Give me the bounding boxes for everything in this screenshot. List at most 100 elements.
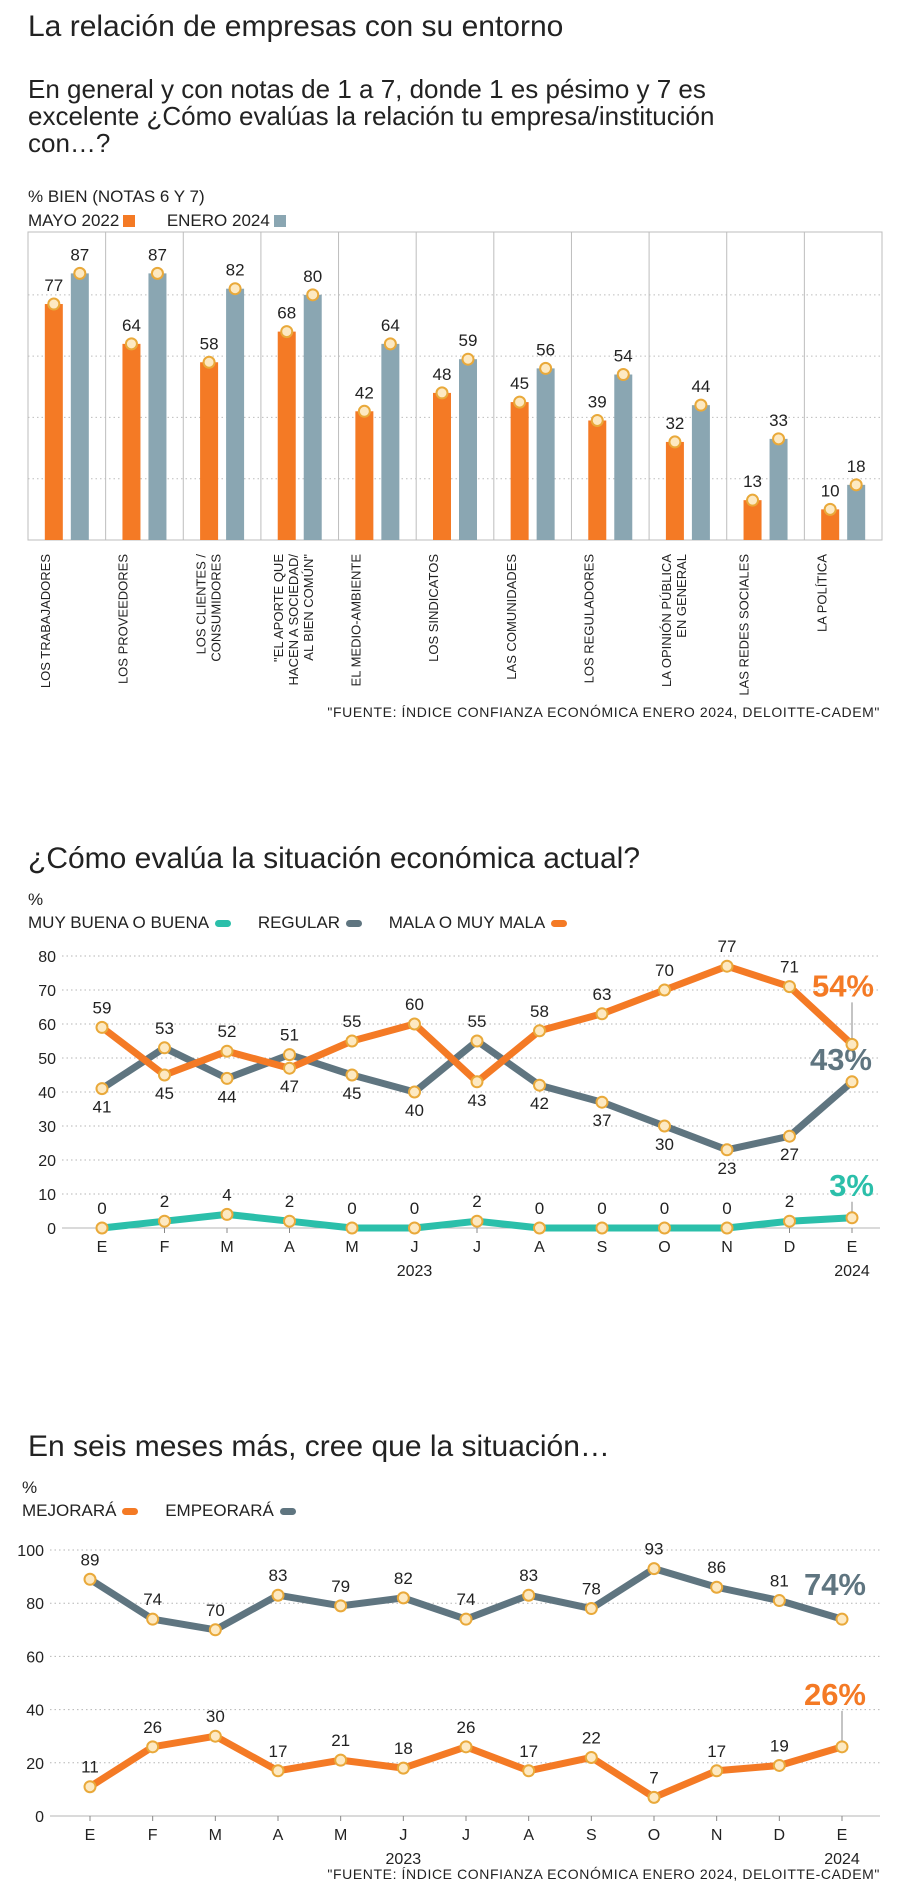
line-point-label: 4 <box>222 1185 231 1204</box>
bar-value-label: 77 <box>44 276 63 295</box>
line-chart-2-unit: % <box>22 1478 38 1497</box>
line-point-label: 40 <box>405 1101 424 1120</box>
legend-label-mejorara: MEJORARÁ <box>22 1501 117 1520</box>
line-point-label: 70 <box>206 1601 225 1620</box>
line-point-label: 45 <box>343 1084 362 1103</box>
bar <box>665 441 684 540</box>
line-point <box>720 1221 734 1235</box>
line-point-label: 0 <box>535 1199 544 1218</box>
line-ytick-label: 80 <box>38 949 56 966</box>
line-xtick-label: E <box>97 1239 108 1256</box>
line-ytick-label: 30 <box>38 1119 56 1136</box>
line-ytick-label: 10 <box>38 1187 56 1204</box>
line-year-label: 2024 <box>824 1851 860 1868</box>
line-point <box>208 1623 222 1637</box>
line-point <box>146 1612 160 1626</box>
line-xtick-label: A <box>273 1827 284 1844</box>
line-point <box>470 1075 484 1089</box>
line-ytick-label: 40 <box>26 1703 44 1720</box>
line-point <box>845 1075 859 1089</box>
line-point <box>470 1034 484 1048</box>
bar-marker <box>513 395 527 409</box>
bar <box>510 402 529 540</box>
line-point-label: 2 <box>472 1192 481 1211</box>
line-point <box>783 1214 796 1228</box>
line-point <box>158 1068 171 1082</box>
line-ytick-label: 20 <box>38 1153 56 1170</box>
line-point-label: 81 <box>770 1572 789 1591</box>
line-point-label: 86 <box>707 1558 726 1577</box>
line-ytick-label: 60 <box>38 1017 56 1034</box>
bar-category-label: LA POLÍTICA <box>814 554 829 632</box>
line-point <box>522 1588 536 1602</box>
line-xtick-label: J <box>462 1827 470 1844</box>
line-last-value-label: 43% <box>810 1042 872 1077</box>
bar <box>614 374 633 540</box>
bar-value-label: 42 <box>355 383 374 402</box>
line-point <box>595 1095 609 1109</box>
line-point-label: 17 <box>707 1742 726 1761</box>
line-last-value-label: 54% <box>812 968 874 1003</box>
bar-chart-title: La relación de empresas con su entorno <box>28 10 564 43</box>
line-point-label: 30 <box>655 1135 674 1154</box>
line-ytick-label: 50 <box>38 1051 56 1068</box>
line-xtick-label: N <box>721 1239 733 1256</box>
line-point <box>772 1594 786 1608</box>
line-ytick-label: 20 <box>26 1756 44 1773</box>
bar <box>226 288 245 540</box>
line-point <box>772 1758 786 1772</box>
legend-line-regular <box>346 919 362 927</box>
bar-value-label: 10 <box>821 481 840 500</box>
bar-marker <box>124 337 138 351</box>
line-point-label: 82 <box>394 1569 413 1588</box>
bar-value-label: 80 <box>303 267 322 286</box>
line-point-label: 47 <box>280 1077 299 1096</box>
bar-category-label: LOS REGULADORES <box>581 554 596 684</box>
legend-swatch-enero-2024 <box>273 215 286 227</box>
bar-marker <box>280 325 294 339</box>
bar-value-label: 82 <box>226 261 245 280</box>
line-point <box>720 1143 734 1157</box>
bar-chart: 77 87 LOS TRABAJADORES 64 87 LOS PROVEEDORES 5… <box>27 231 883 696</box>
line-xtick-label: M <box>345 1239 358 1256</box>
line-xtick-label: M <box>220 1239 233 1256</box>
line-point-label: 51 <box>280 1026 299 1045</box>
line-point <box>533 1024 546 1038</box>
line-point-label: 0 <box>597 1199 606 1218</box>
bar-value-label: 48 <box>433 365 452 384</box>
bar-value-label: 45 <box>510 374 529 393</box>
bar <box>691 405 710 540</box>
line-ytick-label: 80 <box>26 1596 44 1613</box>
line-point-label: 26 <box>457 1718 476 1737</box>
bar-marker <box>306 288 320 302</box>
bar-category-label-line: AL BIEN COMÚN" <box>301 554 316 661</box>
line-point <box>845 1211 859 1225</box>
bar-value-label: 64 <box>122 316 141 335</box>
bar <box>44 304 63 540</box>
line-xtick-label: E <box>85 1827 96 1844</box>
bar-marker <box>202 355 216 369</box>
line-point <box>710 1580 724 1594</box>
line-point-label: 83 <box>269 1566 288 1585</box>
line-point <box>146 1740 160 1754</box>
line-xtick-label: F <box>160 1239 170 1256</box>
line-point-label: 93 <box>645 1540 664 1559</box>
line-point-label: 2 <box>785 1192 794 1211</box>
line-point-label: 71 <box>780 958 799 977</box>
line-point-label: 26 <box>143 1718 162 1737</box>
line-point <box>220 1044 234 1058</box>
line-point <box>283 1061 296 1075</box>
line-point-label: 0 <box>347 1199 356 1218</box>
line-point-label: 2 <box>160 1192 169 1211</box>
bar <box>303 294 322 540</box>
line-point <box>720 959 734 973</box>
line-point <box>345 1068 359 1082</box>
line-point-label: 53 <box>155 1019 174 1038</box>
line-xtick-label: D <box>784 1239 796 1256</box>
line-ytick-label: 60 <box>26 1649 44 1666</box>
line-point <box>158 1041 171 1055</box>
bar-category-label: LA OPINIÓN PÚBLICAEN GENERAL <box>659 554 689 687</box>
line-point <box>647 1790 661 1804</box>
line-point-label: 52 <box>218 1022 237 1041</box>
line-point-label: 60 <box>405 995 424 1014</box>
